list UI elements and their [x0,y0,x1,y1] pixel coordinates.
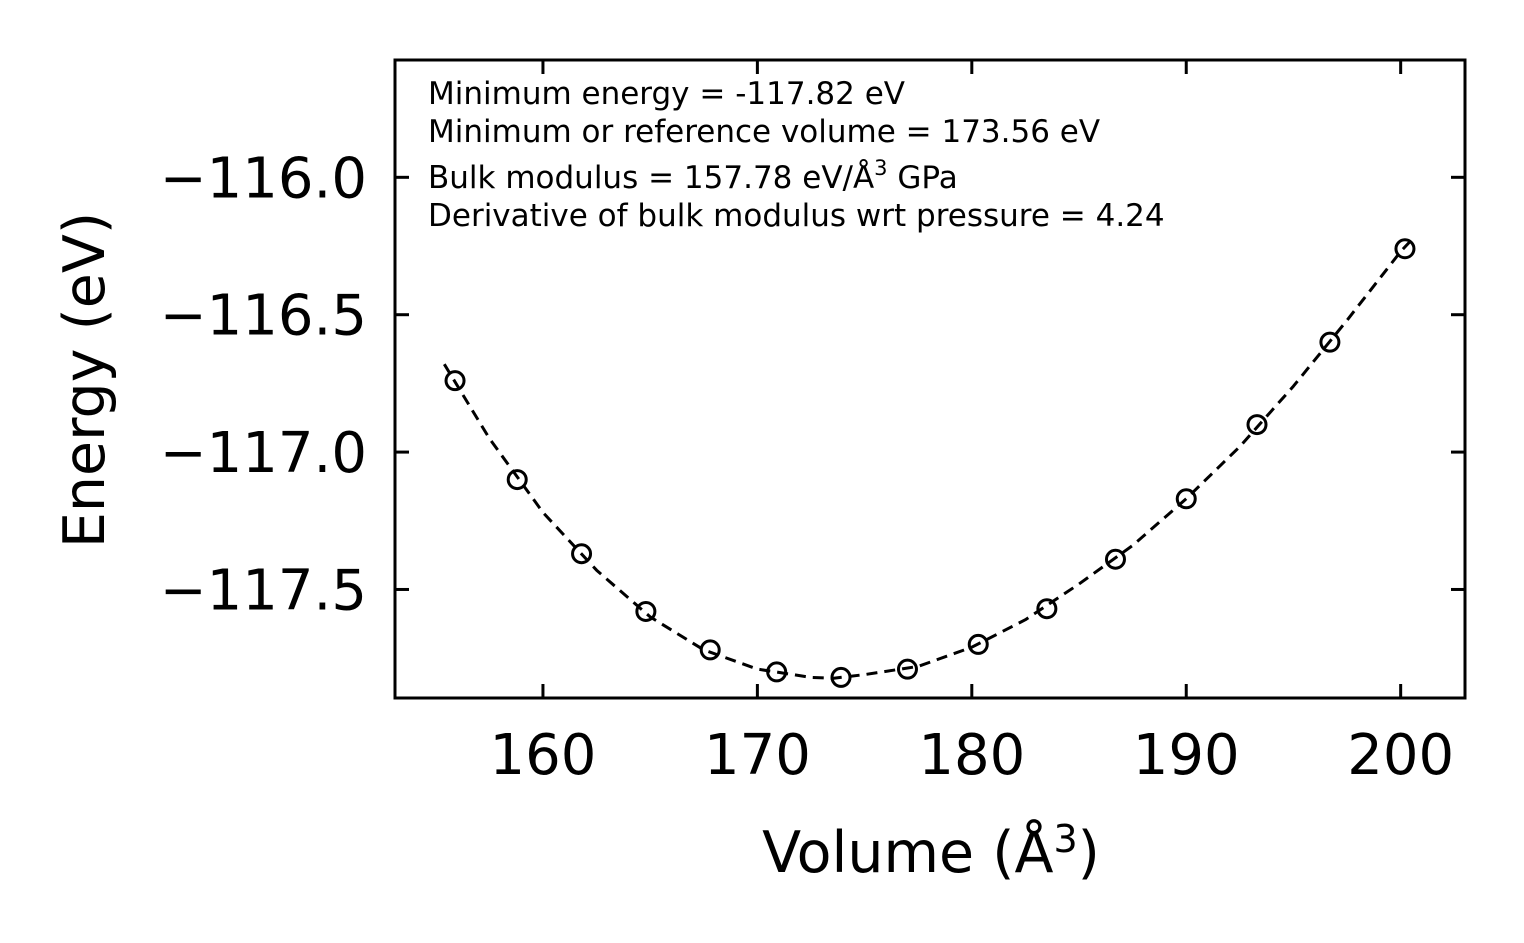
data-point [1246,414,1268,436]
data-point [1104,548,1126,570]
annotation-bulk-modulus-superscript: 3 [874,156,887,180]
plot-frame [393,58,1467,700]
data-point [967,633,989,655]
annotation-bulk-modulus-unit: GPa [888,160,958,196]
y-tick-label: −117.5 [160,558,367,623]
data-point [1175,488,1197,510]
annotation-minimum-energy: Minimum energy = -117.82 eV [428,76,905,112]
annotation-bulk-modulus-derivative: Derivative of bulk modulus wrt pressure … [428,198,1165,234]
y-tick-label: −117.0 [160,421,367,486]
data-point [1394,238,1416,260]
data-point [830,666,852,688]
x-tick-label: 160 [490,723,597,788]
axis-ticks [395,60,1465,698]
x-axis-label-text: Volume (Å [762,818,1053,886]
annotation-bulk-modulus: Bulk modulus = 157.78 eV/Å3 GPa [428,156,958,196]
x-axis-label: Volume (Å3) [762,817,1100,886]
fit-curve-line [443,236,1415,680]
y-axis-label: Energy (eV) [52,212,118,548]
data-point [506,469,528,491]
data-point [699,639,721,661]
x-tick-label: 180 [918,723,1025,788]
annotation-reference-volume: Minimum or reference volume = 173.56 eV [428,114,1100,150]
x-tick-label: 170 [704,723,811,788]
x-axis-label-close: ) [1078,820,1100,886]
plot-area [443,236,1416,688]
x-tick-label: 200 [1347,723,1454,788]
tick-labels: 160 170 180 190 200 −116.0 −116.5 −117.0 −117.5 [160,146,1454,788]
data-point [1036,598,1058,620]
data-point [571,543,593,565]
data-point [635,600,657,622]
data-point [766,661,788,683]
y-tick-label: −116.5 [160,284,367,349]
data-point [444,370,466,392]
data-point [1319,331,1341,353]
annotation-bulk-modulus-text: Bulk modulus = 157.78 eV/Å [428,160,874,196]
x-tick-label: 190 [1133,723,1240,788]
data-point [896,658,918,680]
y-tick-label: −116.0 [160,146,367,211]
x-axis-label-superscript: 3 [1053,817,1077,861]
